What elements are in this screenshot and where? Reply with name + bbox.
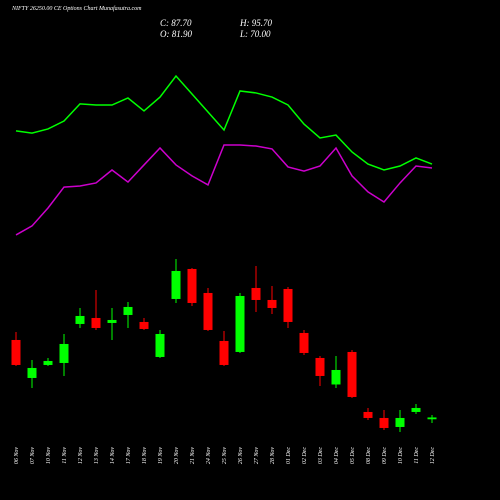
candle-body [251,287,261,300]
x-tick-label: 24 Nov [205,447,212,465]
candle-body [43,360,53,365]
candle-body [395,417,405,427]
candle-body [315,357,325,376]
info-high: H: 95.70 [239,18,272,28]
x-tick-label: 12 Dec [430,447,436,464]
candle-body [187,268,197,303]
candle-body [155,333,165,357]
x-tick-label: 18 Nov [142,447,148,465]
x-tick-label: 07 Nov [30,447,36,465]
indicator-line [15,144,433,236]
x-tick-label: 27 Nov [254,447,260,465]
candle-body [139,321,149,329]
x-tick-label: 01 Dec [286,447,292,464]
x-tick-label: 05 Dec [350,447,356,464]
x-tick-label: 11 Nov [62,447,68,464]
candle-body [27,367,37,378]
x-tick-label: 25 Nov [222,447,228,465]
candle-body [267,299,277,308]
info-open: O: 81.90 [160,29,192,39]
info-close: C: 87.70 [160,18,192,28]
candle-body [107,319,117,323]
x-tick-label: 14 Nov [109,447,116,465]
x-tick-label: 06 Nov [14,447,20,465]
candle-body [59,343,69,363]
x-tick-label: 03 Dec [318,447,324,464]
candle-body [299,332,309,353]
candle-body [123,306,133,315]
candle-body [331,369,341,385]
candle-body [11,339,21,365]
x-tick-label: 04 Dec [333,447,340,464]
candle-body [283,288,293,322]
candle-body [411,407,421,412]
candle-body [219,340,229,365]
candle-body [379,417,389,428]
x-tick-label: 20 Nov [174,447,180,465]
x-tick-label: 02 Dec [302,447,308,464]
x-tick-label: 26 Nov [238,447,244,465]
candle-body [427,417,437,420]
x-tick-label: 17 Nov [126,447,132,465]
candle-body [347,351,357,397]
candle-body [203,292,213,330]
candle-body [91,317,101,328]
info-low: L: 70.00 [239,29,271,39]
candle-body [235,295,245,352]
x-tick-label: 19 Nov [158,447,164,465]
x-tick-label: 10 Dec [398,447,404,464]
candle-body [171,270,181,299]
x-tick-label: 09 Dec [382,447,388,464]
chart-title: NIFTY 26250.00 CE Options Chart Munafasu… [11,5,142,12]
x-tick-label: 08 Dec [366,447,372,464]
x-tick-label: 10 Nov [46,447,52,465]
candle-body [75,315,85,324]
indicator-line [15,74,433,171]
x-tick-label: 28 Nov [270,447,276,465]
x-tick-label: 11 Dec [414,447,420,464]
candle-body [363,411,373,418]
x-tick-label: 13 Nov [94,447,100,465]
x-tick-label: 12 Nov [78,447,84,465]
x-tick-label: 21 Nov [190,447,196,465]
